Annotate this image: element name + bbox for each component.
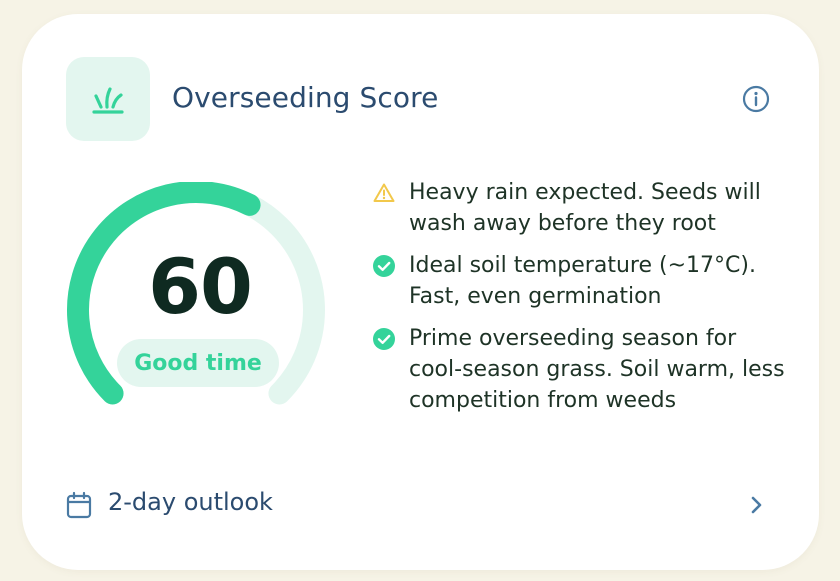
header-icon-box	[66, 57, 150, 141]
factor-item: Heavy rain expected. Seeds will wash awa…	[372, 177, 792, 239]
chevron-right-icon[interactable]	[746, 493, 768, 517]
info-icon[interactable]	[741, 84, 771, 114]
card-title: Overseeding Score	[172, 81, 439, 114]
outlook-label: 2-day outlook	[108, 488, 273, 516]
score-gauge	[67, 182, 325, 405]
gauge-fill	[67, 182, 261, 405]
factor-list: Heavy rain expected. Seeds will wash awa…	[372, 177, 792, 427]
factor-text: Heavy rain expected. Seeds will wash awa…	[409, 180, 761, 236]
calendar-icon	[66, 491, 92, 519]
outlook-link[interactable]: 2-day outlook	[66, 487, 766, 523]
factor-text: Prime overseeding season for cool-season…	[409, 326, 785, 413]
check-circle-icon	[373, 255, 395, 277]
grass-icon	[92, 87, 124, 114]
check-circle-icon	[373, 328, 395, 350]
factor-item: Ideal soil temperature (~17°C). Fast, ev…	[372, 250, 792, 312]
score-value: 60	[148, 242, 253, 331]
factor-text: Ideal soil temperature (~17°C). Fast, ev…	[409, 253, 756, 309]
factor-item: Prime overseeding season for cool-season…	[372, 323, 792, 416]
overseeding-score-card: Overseeding Score 60 Good time Heavy rai…	[22, 14, 819, 570]
warning-icon	[373, 183, 395, 202]
score-status-badge: Good time	[117, 339, 279, 387]
